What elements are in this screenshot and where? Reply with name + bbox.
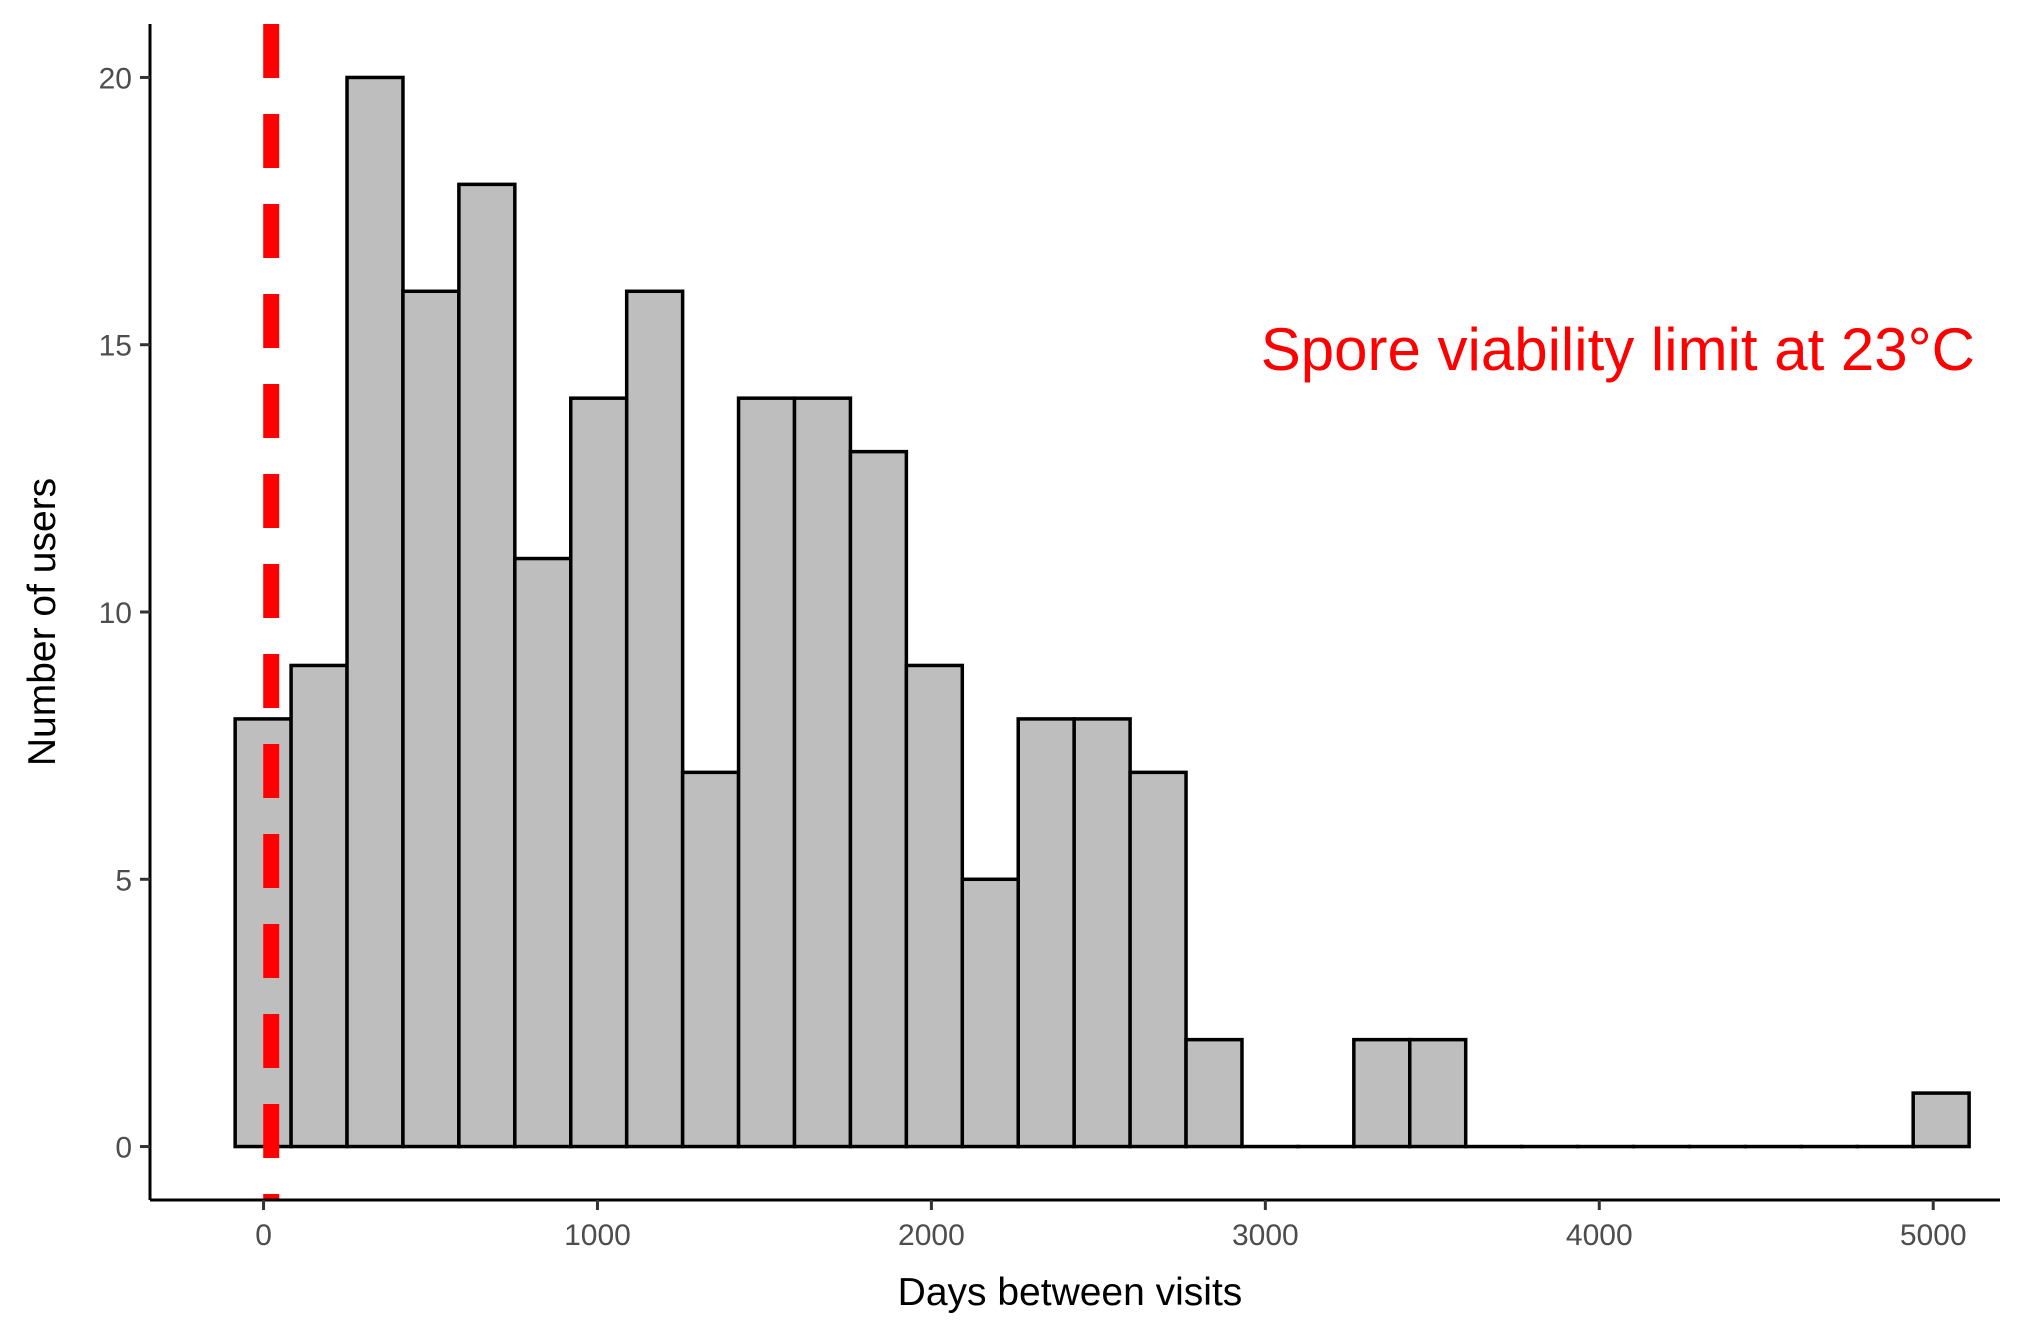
histogram-bar — [1128, 770, 1188, 1149]
y-axis-ticks: 0 5 10 15 20 — [99, 62, 150, 1165]
x-tick-label: 1000 — [564, 1219, 631, 1252]
spore-viability-annotation: Spore viability limit at 23°C — [1261, 316, 1975, 383]
histogram-bar — [624, 289, 685, 1149]
y-tick-label: 20 — [99, 62, 132, 95]
histogram-bar — [1911, 1091, 1971, 1149]
histogram-bar — [792, 396, 853, 1149]
y-tick-label: 5 — [115, 864, 132, 897]
histogram-bar — [345, 75, 405, 1149]
x-tick-label: 3000 — [1232, 1219, 1299, 1252]
histogram-bar — [848, 449, 909, 1149]
histogram-bar — [513, 556, 573, 1149]
y-tick-label: 10 — [99, 597, 132, 630]
y-tick-label: 15 — [99, 330, 132, 363]
histogram-bar — [1352, 1037, 1412, 1149]
histogram-bar — [569, 396, 629, 1149]
histogram-bar — [289, 663, 349, 1149]
x-axis-title: Days between visits — [898, 1271, 1243, 1314]
histogram-bar — [1184, 1037, 1244, 1149]
histogram-bar — [736, 396, 797, 1149]
y-axis-title: Number of users — [21, 478, 64, 766]
histogram-bar — [904, 663, 965, 1149]
histogram-bar — [457, 182, 517, 1149]
histogram-bar — [1072, 717, 1132, 1149]
histogram-bar — [1016, 717, 1076, 1149]
x-axis-ticks: 0 1000 2000 3000 4000 5000 — [255, 1200, 1967, 1252]
histogram-bar — [401, 289, 461, 1149]
histogram-bar — [1408, 1037, 1468, 1149]
histogram-bar — [233, 717, 293, 1149]
y-tick-label: 0 — [115, 1132, 132, 1165]
x-tick-label: 2000 — [898, 1219, 965, 1252]
x-tick-label: 5000 — [1900, 1219, 1967, 1252]
histogram-bar — [960, 877, 1020, 1149]
bars-group — [233, 75, 1971, 1149]
x-tick-label: 4000 — [1566, 1219, 1633, 1252]
histogram-bar — [680, 770, 741, 1149]
x-tick-label: 0 — [255, 1219, 272, 1252]
